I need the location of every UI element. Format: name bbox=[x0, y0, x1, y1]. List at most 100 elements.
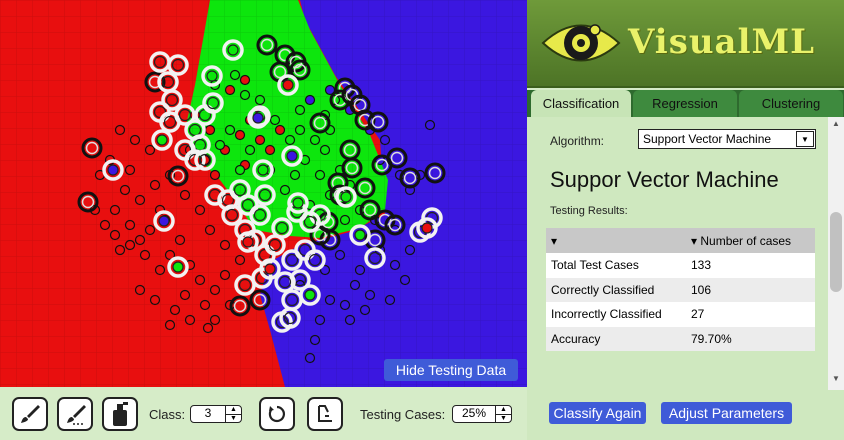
clear-canvas-button[interactable] bbox=[307, 397, 343, 431]
paintbrush-icon bbox=[21, 405, 40, 423]
eye-gear-icon bbox=[541, 24, 621, 62]
stepper-up-icon[interactable]: ▲ bbox=[226, 406, 241, 415]
algorithm-select[interactable]: Support Vector Machine ▼ bbox=[638, 129, 816, 149]
training-point-red bbox=[149, 179, 161, 191]
stepper-down-icon[interactable]: ▼ bbox=[230, 414, 237, 422]
testing-point-inner-ring bbox=[293, 63, 307, 77]
tab-clustering[interactable]: Clustering bbox=[739, 90, 843, 117]
testing-point-inner-ring bbox=[368, 251, 382, 265]
scroll-down-icon[interactable]: ▼ bbox=[832, 374, 840, 383]
tab-regression[interactable]: Regression bbox=[633, 90, 737, 117]
training-point-red bbox=[209, 314, 221, 326]
testing-point-ring bbox=[279, 307, 301, 329]
drawing-canvas[interactable]: Hide Testing Data bbox=[0, 0, 527, 387]
training-point-blue bbox=[389, 259, 401, 271]
adjust-parameters-button[interactable]: Adjust Parameters bbox=[661, 402, 792, 424]
training-point-red bbox=[114, 124, 126, 136]
training-point-green bbox=[289, 169, 301, 181]
testing-point-ring bbox=[354, 109, 376, 131]
decision-region-plot[interactable] bbox=[0, 0, 527, 387]
panel-scrollbar[interactable]: ▲ ▼ bbox=[828, 117, 844, 390]
testing-point-ring bbox=[364, 247, 386, 269]
hide-testing-data-button[interactable]: Hide Testing Data bbox=[384, 359, 518, 381]
scroll-up-icon[interactable]: ▲ bbox=[832, 119, 840, 128]
training-point-green bbox=[279, 184, 291, 196]
testing-point-green bbox=[340, 191, 352, 203]
stepper-down-icon[interactable]: ▼ bbox=[500, 414, 507, 422]
classify-again-button[interactable]: Classify Again bbox=[549, 402, 646, 424]
testing-point-ring bbox=[386, 147, 408, 169]
testing-point-ring bbox=[144, 71, 166, 93]
testing-point-ring bbox=[167, 54, 189, 76]
paint-can-icon bbox=[113, 402, 128, 426]
class-stepper[interactable]: 3 ▲ ▼ bbox=[190, 405, 242, 423]
testing-point-red bbox=[264, 263, 276, 275]
testing-cases-label: Testing Cases: bbox=[360, 407, 446, 422]
table-row: Total Test Cases 133 bbox=[546, 253, 815, 278]
training-point-blue bbox=[339, 299, 351, 311]
testing-point-inner-ring bbox=[313, 116, 327, 130]
testing-point-ring bbox=[424, 162, 446, 184]
training-point-red bbox=[224, 84, 236, 96]
testing-point-inner-ring bbox=[358, 181, 372, 195]
right-panel: VisualML Classification Regression Clust… bbox=[527, 0, 844, 440]
column-header[interactable]: ▾ bbox=[546, 228, 686, 253]
testing-point-inner-ring bbox=[278, 275, 292, 289]
testing-point-inner-ring bbox=[298, 243, 312, 257]
testing-point-ring bbox=[229, 295, 251, 317]
training-point-green bbox=[319, 144, 331, 156]
table-cell: Incorrectly Classified bbox=[546, 302, 686, 327]
undo-button[interactable] bbox=[259, 397, 295, 431]
paintbrush-button[interactable] bbox=[12, 397, 48, 431]
app-title: VisualML bbox=[628, 22, 816, 62]
training-point-red bbox=[204, 124, 216, 136]
testing-point-ring bbox=[341, 157, 363, 179]
spray-brush-button[interactable] bbox=[57, 397, 93, 431]
testing-point-red bbox=[242, 236, 254, 248]
testing-point-inner-ring bbox=[345, 161, 359, 175]
testing-point-ring bbox=[247, 107, 269, 129]
training-point-green bbox=[214, 139, 226, 151]
training-point-red bbox=[144, 224, 156, 236]
testing-point-ring bbox=[153, 210, 175, 232]
column-header[interactable]: ▾ Number of cases bbox=[686, 228, 815, 253]
training-point-green bbox=[294, 124, 306, 136]
testing-point-inner-ring bbox=[428, 166, 442, 180]
testing-point-ring bbox=[271, 217, 293, 239]
bottom-toolbar: Class: 3 ▲ ▼ Testing Cases: 25% ▲ ▼ bbox=[0, 387, 527, 440]
testing-point-inner-ring bbox=[165, 93, 179, 107]
tab-classification[interactable]: Classification bbox=[531, 90, 631, 117]
testing-point-inner-ring bbox=[285, 253, 299, 267]
training-point-red bbox=[119, 184, 131, 196]
training-point-red bbox=[169, 304, 181, 316]
testing-point-inner-ring bbox=[403, 171, 417, 185]
table-row: Accuracy 79.70% bbox=[546, 326, 815, 352]
class-value: 3 bbox=[204, 406, 212, 420]
testing-point-green bbox=[257, 164, 269, 176]
chevron-down-icon[interactable]: ▼ bbox=[796, 131, 814, 147]
testing-point-inner-ring bbox=[260, 38, 274, 52]
testing-point-ring bbox=[221, 204, 243, 226]
testing-point-inner-ring bbox=[283, 311, 297, 325]
training-point-red bbox=[134, 284, 146, 296]
testing-point-ring bbox=[354, 177, 376, 199]
testing-point-inner-ring bbox=[238, 223, 252, 237]
testing-point-inner-ring bbox=[153, 55, 167, 69]
testing-point-ring bbox=[77, 191, 99, 213]
scrollbar-thumb[interactable] bbox=[830, 212, 842, 292]
training-point-blue bbox=[384, 294, 396, 306]
training-point-blue bbox=[324, 84, 336, 96]
algorithm-label: Algorithm: bbox=[550, 134, 605, 148]
training-point-green bbox=[254, 94, 266, 106]
training-point-red bbox=[134, 194, 146, 206]
paint-can-button[interactable] bbox=[102, 397, 138, 431]
testing-point-ring bbox=[201, 65, 223, 87]
testing-point-inner-ring bbox=[390, 151, 404, 165]
training-point-green bbox=[314, 169, 326, 181]
training-point-blue bbox=[324, 294, 336, 306]
testing-cases-value: 25% bbox=[461, 406, 487, 420]
algorithm-selected-value: Support Vector Machine bbox=[643, 132, 772, 146]
training-point-green bbox=[229, 69, 241, 81]
testing-cases-stepper[interactable]: 25% ▲ ▼ bbox=[452, 405, 512, 423]
stepper-up-icon[interactable]: ▲ bbox=[496, 406, 511, 415]
